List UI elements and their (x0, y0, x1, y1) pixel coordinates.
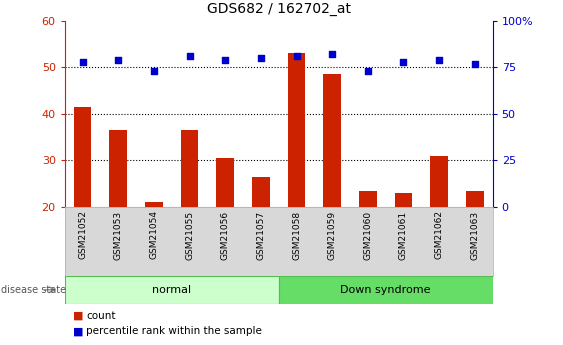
Text: GSM21055: GSM21055 (185, 210, 194, 259)
Point (256, 55, 265, 61)
Bar (395, 193, 412, 207)
Bar (109, 130, 127, 207)
Bar (430, 156, 448, 207)
Bar (145, 202, 163, 207)
Bar (288, 53, 305, 207)
Bar (252, 177, 270, 207)
Point (363, 68, 372, 74)
Bar (323, 74, 341, 207)
Point (114, 57, 123, 62)
Text: GSM21058: GSM21058 (292, 210, 301, 259)
Point (399, 59, 408, 65)
Point (221, 57, 230, 62)
Bar (216, 158, 234, 207)
Text: GSM21061: GSM21061 (399, 210, 408, 259)
Text: percentile rank within the sample: percentile rank within the sample (86, 326, 262, 336)
Point (470, 61, 479, 66)
Text: GSM21052: GSM21052 (78, 210, 87, 259)
Bar (65, 276, 279, 304)
Text: GSM21056: GSM21056 (221, 210, 230, 259)
Text: ■: ■ (73, 311, 84, 321)
Text: count: count (86, 311, 115, 321)
Title: GDS682 / 162702_at: GDS682 / 162702_at (207, 1, 351, 16)
Point (328, 51, 337, 57)
Text: GSM21059: GSM21059 (328, 210, 337, 259)
Point (185, 53, 194, 59)
Bar (181, 130, 198, 207)
Point (292, 53, 301, 59)
Text: normal: normal (152, 285, 191, 295)
Point (78, 59, 87, 65)
Text: GSM21054: GSM21054 (149, 210, 158, 259)
Text: ■: ■ (73, 326, 84, 336)
Text: GSM21057: GSM21057 (256, 210, 265, 259)
Bar (359, 191, 377, 207)
Text: GSM21053: GSM21053 (114, 210, 123, 259)
Bar (466, 191, 484, 207)
Point (149, 68, 158, 74)
Text: GSM21063: GSM21063 (470, 210, 479, 259)
Text: Down syndrome: Down syndrome (341, 285, 431, 295)
Bar (279, 276, 493, 304)
Text: GSM21062: GSM21062 (435, 210, 444, 259)
Text: GSM21060: GSM21060 (363, 210, 372, 259)
Text: disease state: disease state (1, 285, 66, 295)
Point (435, 57, 444, 62)
Bar (74, 107, 91, 207)
